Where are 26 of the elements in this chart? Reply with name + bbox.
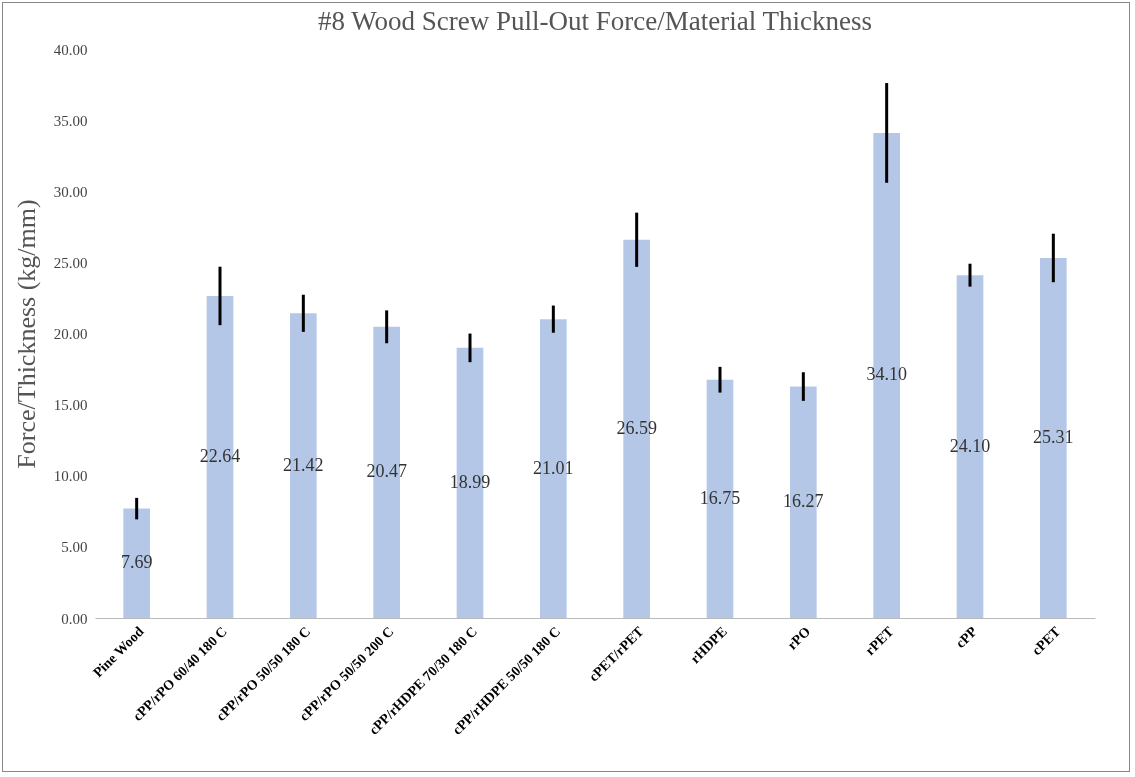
y-tick-label: 5.00 <box>61 539 88 556</box>
y-tick-label: 15.00 <box>53 397 88 414</box>
y-tick-label: 0.00 <box>61 610 88 627</box>
data-label: 18.99 <box>449 471 491 492</box>
data-label: 26.59 <box>616 417 657 438</box>
data-label: 22.64 <box>199 445 241 466</box>
y-tick-label: 20.00 <box>53 326 88 342</box>
data-label: 21.42 <box>283 454 324 475</box>
data-label: 20.47 <box>366 461 407 482</box>
data-label: 24.10 <box>949 435 991 456</box>
bar <box>123 508 150 618</box>
y-tick-label: 40.00 <box>53 41 88 58</box>
data-label: 7.69 <box>120 552 153 573</box>
data-label: 25.31 <box>1033 426 1074 447</box>
data-label: 21.01 <box>533 457 574 478</box>
y-tick-label: 10.00 <box>53 468 88 485</box>
x-tick-label: cPP <box>952 623 981 651</box>
data-label: 34.10 <box>866 364 907 385</box>
data-label: 16.27 <box>783 491 824 512</box>
data-label: 16.75 <box>699 487 741 508</box>
y-tick-label: 30.00 <box>53 183 88 200</box>
chart-title: #8 Wood Screw Pull-Out Force/Material Thickness <box>318 6 872 36</box>
y-tick-label: 35.00 <box>53 112 88 129</box>
x-tick-label: rPO <box>784 623 814 653</box>
y-tick-label: 25.00 <box>53 254 88 271</box>
y-axis-title: Force/Thickness (kg/mm) <box>11 199 41 469</box>
